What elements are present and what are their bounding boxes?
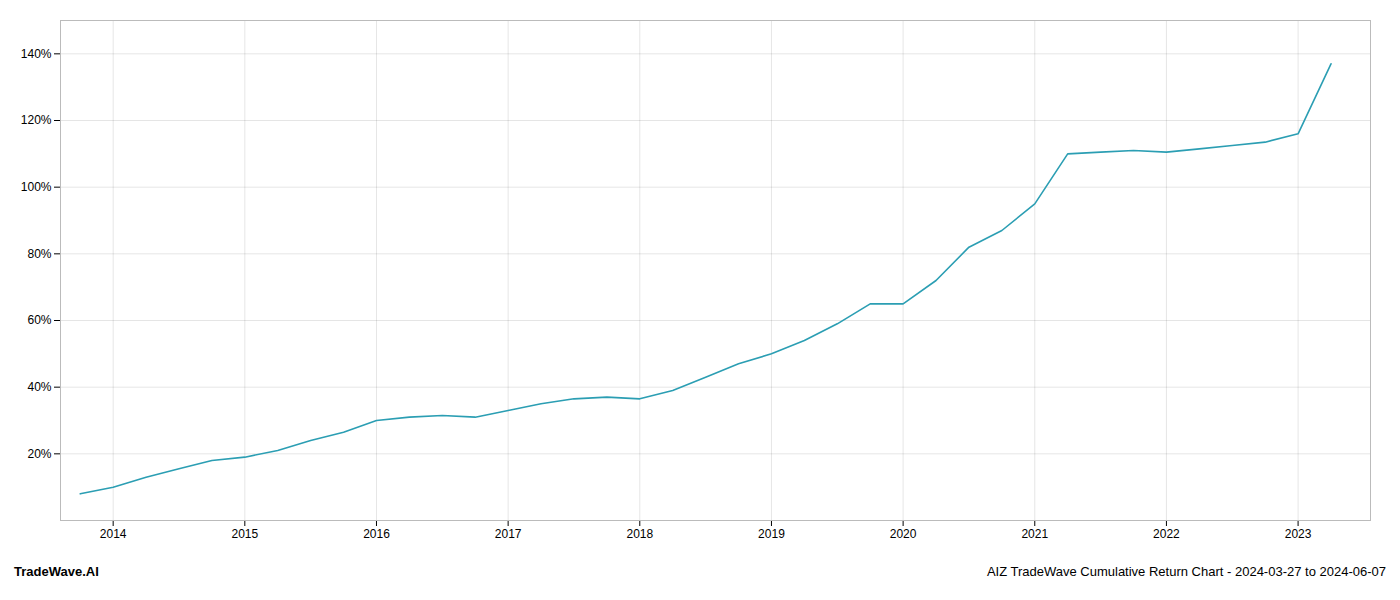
svg-text:2023: 2023 [1285,527,1312,541]
svg-text:40%: 40% [27,380,51,394]
svg-text:100%: 100% [21,180,52,194]
svg-text:2019: 2019 [758,527,785,541]
svg-text:2022: 2022 [1153,527,1180,541]
svg-text:60%: 60% [27,313,51,327]
svg-text:2015: 2015 [231,527,258,541]
svg-text:2020: 2020 [890,527,917,541]
svg-text:80%: 80% [27,247,51,261]
svg-text:140%: 140% [21,47,52,61]
svg-text:20%: 20% [27,447,51,461]
svg-text:2014: 2014 [100,527,127,541]
svg-text:2017: 2017 [495,527,522,541]
svg-text:2021: 2021 [1021,527,1048,541]
svg-text:2016: 2016 [363,527,390,541]
svg-text:120%: 120% [21,113,52,127]
html-text:TradeWave.AI: TradeWave.AI [14,564,99,579]
svg-text:2018: 2018 [626,527,653,541]
html-text:AIZ TradeWave Cumulative Retur: AIZ TradeWave Cumulative Return Chart - … [986,564,1386,579]
